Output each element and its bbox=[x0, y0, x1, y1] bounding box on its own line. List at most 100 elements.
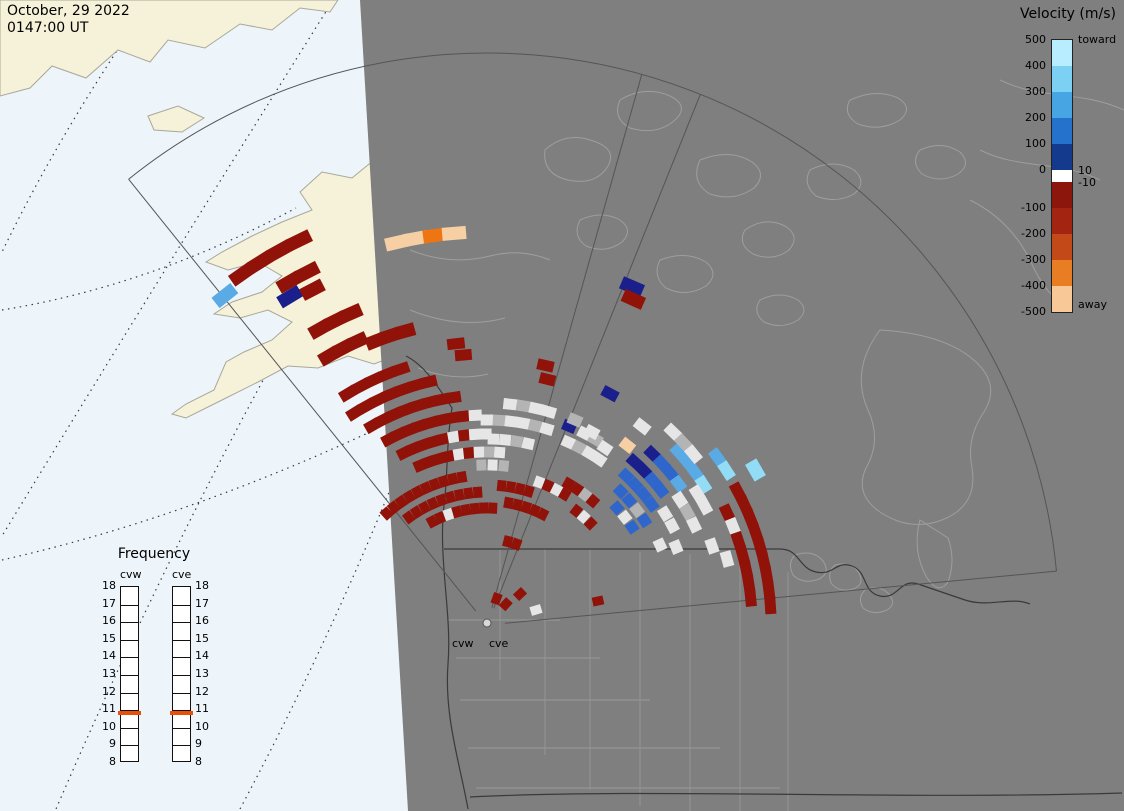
freq-tickline bbox=[121, 727, 138, 729]
site-label-cve: cve bbox=[489, 637, 509, 650]
echo-cell bbox=[540, 404, 558, 420]
hudson-bay bbox=[860, 329, 992, 525]
echo-cell bbox=[411, 418, 428, 434]
state-borders bbox=[448, 549, 789, 811]
echo-cell bbox=[419, 481, 433, 495]
freq-tick-label: 12 bbox=[102, 684, 116, 698]
echo-cell bbox=[656, 505, 674, 523]
echo-cell bbox=[576, 509, 591, 525]
freq-tickline bbox=[121, 692, 138, 694]
echo-cell bbox=[612, 483, 629, 500]
echo-cell bbox=[490, 591, 503, 606]
echo-cell bbox=[747, 522, 764, 543]
echo-cell bbox=[442, 449, 456, 463]
echo-cell bbox=[617, 467, 635, 485]
echo-cell bbox=[412, 458, 427, 473]
velocity-color-segment bbox=[1052, 92, 1072, 118]
echo-cell bbox=[625, 452, 643, 471]
echo-cell bbox=[441, 225, 467, 241]
echo-cell bbox=[434, 413, 450, 427]
echo-cell bbox=[636, 512, 653, 529]
echo-cell bbox=[422, 227, 448, 244]
echo-cell bbox=[735, 545, 750, 565]
echo-cell bbox=[617, 509, 633, 525]
echo-cell bbox=[422, 455, 436, 470]
echo-cell bbox=[421, 395, 438, 410]
site-label-cvw: cvw bbox=[452, 637, 474, 650]
echo-cell bbox=[394, 322, 417, 340]
echo-cell bbox=[626, 476, 644, 494]
freq-tickline bbox=[173, 692, 190, 694]
echo-cell bbox=[463, 446, 475, 459]
echo-cell bbox=[446, 337, 466, 351]
echo-cell bbox=[409, 505, 424, 520]
echo-cell bbox=[591, 595, 605, 607]
echo-cell bbox=[468, 428, 482, 441]
toward-label: toward bbox=[1078, 33, 1117, 46]
echo-cell bbox=[510, 435, 524, 448]
velocity-color-segment bbox=[1052, 144, 1072, 170]
freq-tick-label: 18 bbox=[195, 579, 209, 592]
echo-cell bbox=[707, 447, 728, 468]
echo-cell bbox=[664, 517, 680, 535]
away-label: away bbox=[1078, 298, 1107, 311]
freq-tick-label: 8 bbox=[195, 755, 202, 768]
echo-cell bbox=[418, 500, 432, 515]
echo-cell bbox=[643, 496, 660, 513]
velocity-color-segment bbox=[1052, 208, 1072, 234]
echo-cell bbox=[476, 459, 487, 471]
velocity-tick-label: -400 bbox=[1021, 279, 1046, 292]
freq-tick-label: 14 bbox=[195, 649, 209, 663]
echo-cell bbox=[738, 559, 754, 579]
echo-cell bbox=[393, 381, 413, 398]
freq-tick-label: 8 bbox=[109, 755, 116, 768]
freq-tick-label: 16 bbox=[102, 614, 116, 628]
echo-cell bbox=[632, 417, 652, 436]
echo-cell bbox=[275, 270, 303, 294]
echo-cell bbox=[668, 539, 684, 555]
echo-cell bbox=[696, 496, 714, 516]
echo-cell bbox=[724, 516, 742, 537]
echo-cell bbox=[577, 487, 593, 503]
freq-tick-label: 17 bbox=[195, 596, 209, 610]
echo-cell bbox=[473, 446, 485, 458]
echo-cell bbox=[600, 384, 620, 403]
us-canada-border bbox=[444, 548, 1031, 605]
echo-cell bbox=[246, 250, 274, 274]
velocity-tick-label: -100 bbox=[1021, 201, 1046, 214]
velocity-color-segment bbox=[1052, 182, 1072, 208]
echo-cell bbox=[566, 412, 584, 428]
echo-cell bbox=[532, 475, 546, 489]
header-date: October, 29 2022 bbox=[7, 3, 130, 19]
echo-cell bbox=[539, 421, 555, 437]
echo-cell bbox=[503, 496, 514, 510]
echo-cell bbox=[505, 480, 517, 494]
freq-bar-label-cve: cve bbox=[172, 568, 192, 581]
freq-tickline bbox=[121, 657, 138, 659]
echo-cell bbox=[451, 505, 463, 519]
echo-cell bbox=[583, 423, 601, 441]
echo-cell bbox=[469, 502, 480, 515]
echo-cell bbox=[560, 434, 577, 450]
echo-cell bbox=[521, 436, 536, 451]
great-lake bbox=[789, 552, 827, 582]
echo-cell bbox=[694, 474, 713, 495]
freq-tick-label: 14 bbox=[102, 649, 116, 663]
echo-cell bbox=[585, 493, 601, 509]
velocity-tick-label: 200 bbox=[1025, 111, 1046, 124]
velocity-tick-label: 0 bbox=[1039, 163, 1046, 176]
freq-tick-label: 9 bbox=[109, 737, 116, 751]
echo-cell bbox=[744, 589, 757, 607]
echo-cell bbox=[528, 503, 541, 518]
echo-cell bbox=[391, 361, 411, 377]
echo-cell bbox=[549, 482, 564, 497]
echo-cell bbox=[504, 415, 519, 428]
echo-cell bbox=[437, 474, 450, 489]
fov-edge bbox=[493, 94, 701, 609]
velocity-tick-label: 300 bbox=[1025, 85, 1046, 98]
echo-cell bbox=[634, 461, 653, 480]
echo-cell bbox=[752, 536, 768, 557]
echo-cell bbox=[454, 348, 473, 362]
echo-cell bbox=[557, 487, 572, 502]
